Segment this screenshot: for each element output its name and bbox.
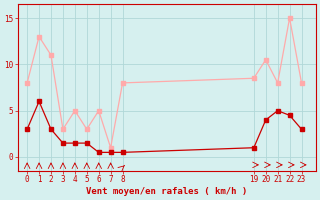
X-axis label: Vent moyen/en rafales ( km/h ): Vent moyen/en rafales ( km/h )	[86, 187, 247, 196]
